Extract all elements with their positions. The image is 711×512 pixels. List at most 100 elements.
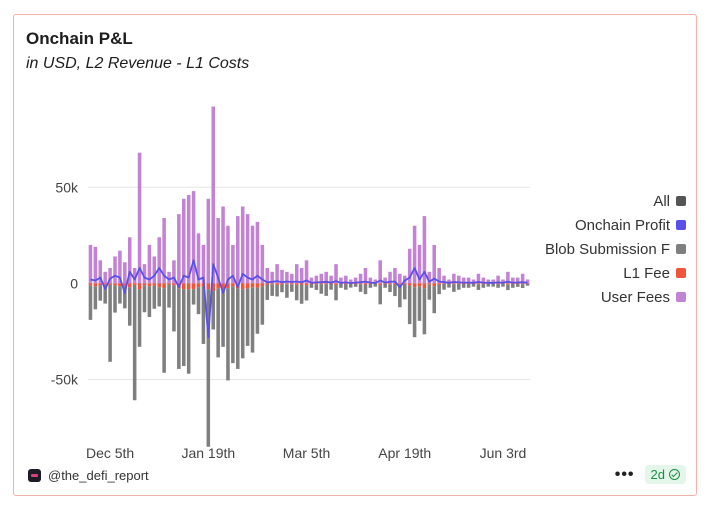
bar-blob-submission-f	[334, 284, 338, 301]
bar-user-fees	[270, 271, 274, 284]
age-badge[interactable]: 2d	[644, 465, 686, 484]
chart-profit-line	[90, 259, 528, 339]
legend-item[interactable]: Onchain Profit	[545, 213, 686, 237]
bar-user-fees	[123, 262, 127, 284]
x-tick-label: Mar 5th	[283, 445, 330, 461]
bar-blob-submission-f	[412, 287, 417, 338]
bar-user-fees	[334, 264, 338, 284]
bar-blob-submission-f	[506, 284, 510, 291]
bar-blob-submission-f	[457, 283, 461, 290]
bar-user-fees	[363, 268, 368, 284]
bar-blob-submission-f	[132, 284, 137, 401]
bar-blob-submission-f	[319, 284, 324, 294]
bar-l1-fee	[88, 283, 93, 286]
bar-l1-fee	[93, 283, 98, 287]
bar-blob-submission-f	[167, 284, 171, 308]
bar-l1-fee	[398, 283, 402, 285]
bar-user-fees	[339, 277, 343, 284]
chart-legend: All Onchain Profit Blob Submission F L1 Fee…	[545, 189, 686, 309]
bar-blob-submission-f	[250, 287, 255, 353]
bar-l1-fee	[442, 283, 446, 284]
bar-user-fees	[280, 269, 284, 284]
chart-plot: 50k 0 -50k Dec 5th Jan 19th Mar 5th Apr 19th J…	[51, 106, 530, 461]
bar-l1-fee	[452, 283, 456, 285]
bar-blob-submission-f	[422, 288, 427, 335]
legend-label: L1 Fee	[623, 264, 670, 282]
bar-blob-submission-f	[309, 283, 314, 288]
bar-blob-submission-f	[437, 284, 441, 295]
bar-blob-submission-f	[520, 284, 525, 288]
bar-user-fees	[231, 244, 235, 284]
bar-l1-fee	[299, 283, 304, 285]
bar-user-fees	[422, 216, 427, 284]
bar-user-fees	[201, 244, 206, 284]
legend-item[interactable]: All	[545, 189, 686, 213]
bar-blob-submission-f	[339, 283, 343, 288]
bar-user-fees	[520, 273, 525, 284]
bar-l1-fee	[358, 283, 363, 285]
chart-card: Onchain P&L in USD, L2 Revenue - L1 Cost…	[13, 14, 697, 496]
bar-blob-submission-f	[393, 284, 397, 297]
chart-subtitle: in USD, L2 Revenue - L1 Costs	[26, 55, 250, 72]
bar-user-fees	[196, 233, 201, 284]
bar-user-fees	[127, 237, 132, 284]
legend-label: All	[653, 192, 670, 210]
x-tick-label: Jun 3rd	[480, 445, 527, 461]
bar-blob-submission-f	[398, 284, 402, 308]
bar-user-fees	[93, 246, 98, 284]
bar-blob-submission-f	[511, 283, 515, 288]
bar-blob-submission-f	[373, 283, 378, 287]
bar-l1-fee	[314, 283, 319, 285]
bar-l1-fee	[427, 283, 432, 285]
legend-item[interactable]: L1 Fee	[545, 261, 686, 285]
bar-blob-submission-f	[265, 284, 270, 300]
bar-l1-fee	[186, 283, 191, 290]
bar-blob-submission-f	[344, 283, 348, 290]
bar-blob-submission-f	[496, 283, 500, 288]
bar-blob-submission-f	[162, 288, 166, 373]
bar-user-fees	[388, 271, 392, 284]
bar-blob-submission-f	[304, 285, 309, 301]
bar-blob-submission-f	[113, 285, 117, 313]
bar-user-fees	[324, 271, 328, 284]
x-tick-label: Dec 5th	[86, 445, 134, 461]
bar-blob-submission-f	[181, 289, 186, 367]
more-options-icon[interactable]: •••	[614, 465, 635, 483]
legend-label: User Fees	[600, 288, 670, 306]
bar-l1-fee	[368, 283, 373, 284]
legend-swatch	[676, 220, 686, 230]
bar-user-fees	[353, 277, 358, 284]
bar-l1-fee	[206, 283, 211, 290]
bar-blob-submission-f	[201, 286, 206, 344]
legend-swatch	[676, 268, 686, 278]
bar-user-fees	[486, 279, 491, 284]
bar-l1-fee	[412, 283, 417, 288]
bar-blob-submission-f	[353, 283, 358, 287]
bar-user-fees	[398, 273, 402, 284]
bar-l1-fee	[378, 283, 382, 286]
bar-user-fees	[373, 279, 378, 284]
bar-user-fees	[221, 206, 225, 284]
bar-user-fees	[471, 279, 476, 284]
legend-item[interactable]: User Fees	[545, 285, 686, 309]
bar-blob-submission-f	[383, 283, 387, 288]
bar-user-fees	[432, 244, 437, 284]
bar-l1-fee	[127, 283, 132, 288]
bar-l1-fee	[113, 283, 117, 286]
bar-blob-submission-f	[324, 284, 328, 296]
bar-blob-submission-f	[486, 283, 491, 287]
author-credit[interactable]: @the_defi_report	[28, 468, 149, 483]
bar-blob-submission-f	[226, 288, 230, 381]
bar-blob-submission-f	[127, 287, 132, 326]
check-circle-icon	[669, 469, 680, 480]
bar-user-fees	[442, 275, 446, 284]
bar-user-fees	[172, 260, 176, 284]
bar-l1-fee	[191, 283, 196, 290]
bar-blob-submission-f	[466, 283, 471, 288]
bar-user-fees	[304, 260, 309, 284]
bar-blob-submission-f	[363, 284, 368, 295]
bar-blob-submission-f	[348, 283, 353, 288]
age-badge-label: 2d	[650, 467, 665, 482]
bar-blob-submission-f	[481, 283, 486, 288]
legend-item[interactable]: Blob Submission F	[545, 237, 686, 261]
